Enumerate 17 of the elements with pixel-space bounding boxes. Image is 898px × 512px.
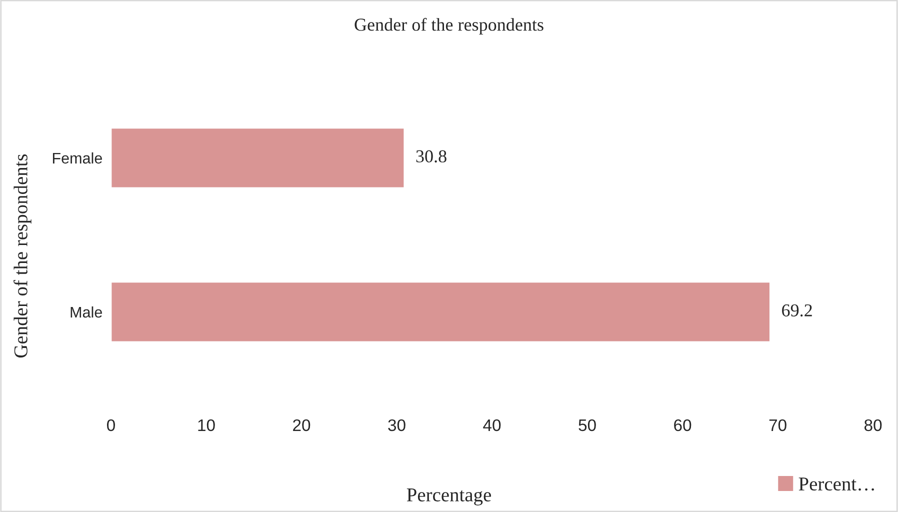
x-axis-title: Percentage xyxy=(406,488,491,506)
x-tick-label: 30 xyxy=(388,419,406,432)
x-tick-label: 70 xyxy=(769,419,786,432)
x-tick-label: 40 xyxy=(483,419,501,432)
x-tick-label: 0 xyxy=(107,419,115,432)
x-tick-label: 60 xyxy=(674,419,692,432)
x-tick-label: 50 xyxy=(578,419,596,432)
x-tick-label: 10 xyxy=(198,419,215,432)
data-label: 69.2 xyxy=(782,304,812,317)
y-tick-label: Male xyxy=(70,306,102,318)
x-tick-label: 20 xyxy=(293,419,310,432)
legend-label: Percent… xyxy=(798,478,874,491)
chart-title: Gender of the respondents xyxy=(354,18,544,34)
data-label: 30.8 xyxy=(416,150,446,163)
y-axis-title: Gender of the respondents xyxy=(14,154,32,358)
x-tick-label: 80 xyxy=(864,419,882,432)
y-tick-label: Female xyxy=(52,152,102,164)
